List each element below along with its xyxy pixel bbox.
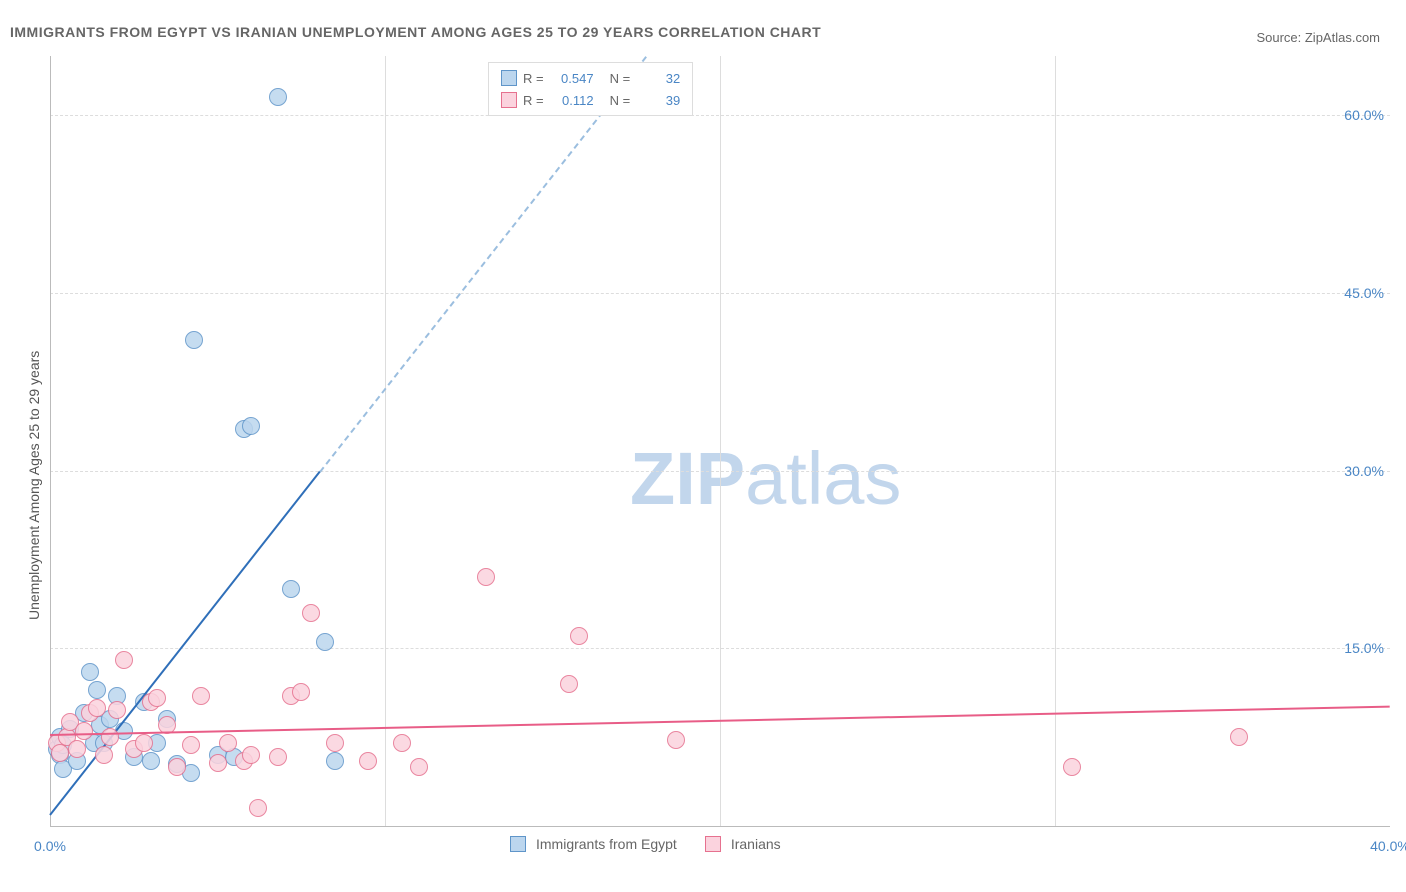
data-point-iran — [75, 722, 93, 740]
stats-row-iran: R = 0.112 N = 39 — [501, 89, 680, 111]
gridline-v — [720, 56, 721, 826]
data-point-egypt — [282, 580, 300, 598]
watermark-bold: ZIP — [630, 437, 745, 520]
y-axis-line — [50, 56, 51, 826]
data-point-iran — [570, 627, 588, 645]
data-point-iran — [667, 731, 685, 749]
swatch-egypt — [501, 70, 517, 86]
data-point-iran — [101, 728, 119, 746]
stats-N-label: N = — [610, 71, 631, 86]
data-point-iran — [242, 746, 260, 764]
stats-row-egypt: R = 0.547 N = 32 — [501, 67, 680, 89]
stats-R-value: 0.112 — [550, 93, 594, 108]
source-label: Source: ZipAtlas.com — [1256, 30, 1380, 45]
stats-legend: R = 0.547 N = 32 R = 0.112 N = 39 — [488, 62, 693, 116]
data-point-iran — [1230, 728, 1248, 746]
data-point-iran — [168, 758, 186, 776]
y-axis-label: Unemployment Among Ages 25 to 29 years — [26, 351, 42, 620]
data-point-egypt — [242, 417, 260, 435]
trend-line-dashed — [319, 56, 646, 472]
data-point-iran — [88, 699, 106, 717]
data-point-iran — [68, 740, 86, 758]
data-point-egypt — [88, 681, 106, 699]
data-point-iran — [560, 675, 578, 693]
data-point-iran — [182, 736, 200, 754]
legend-swatch-egypt — [510, 836, 526, 852]
data-point-iran — [115, 651, 133, 669]
y-tick-label: 45.0% — [1344, 285, 1384, 301]
stats-R-label: R = — [523, 93, 544, 108]
data-point-iran — [477, 568, 495, 586]
data-point-iran — [269, 748, 287, 766]
chart-title: IMMIGRANTS FROM EGYPT VS IRANIAN UNEMPLO… — [10, 24, 821, 40]
data-point-iran — [192, 687, 210, 705]
y-tick-label: 15.0% — [1344, 640, 1384, 656]
gridline-v — [385, 56, 386, 826]
data-point-iran — [292, 683, 310, 701]
x-tick-label: 40.0% — [1370, 838, 1406, 854]
legend-swatch-iran — [705, 836, 721, 852]
data-point-iran — [1063, 758, 1081, 776]
data-point-iran — [393, 734, 411, 752]
data-point-iran — [359, 752, 377, 770]
data-point-iran — [209, 754, 227, 772]
data-point-egypt — [81, 663, 99, 681]
data-point-iran — [108, 701, 126, 719]
data-point-egypt — [142, 752, 160, 770]
stats-R-label: R = — [523, 71, 544, 86]
gridline-v — [1055, 56, 1056, 826]
data-point-iran — [326, 734, 344, 752]
series-legend: Immigrants from Egypt Iranians — [510, 836, 799, 852]
data-point-egypt — [269, 88, 287, 106]
legend-label-egypt: Immigrants from Egypt — [536, 836, 677, 852]
y-tick-label: 30.0% — [1344, 463, 1384, 479]
data-point-egypt — [326, 752, 344, 770]
data-point-egypt — [316, 633, 334, 651]
data-point-iran — [135, 734, 153, 752]
data-point-iran — [148, 689, 166, 707]
swatch-iran — [501, 92, 517, 108]
x-axis-line — [50, 826, 1390, 827]
stats-N-value: 32 — [636, 71, 680, 86]
data-point-iran — [410, 758, 428, 776]
x-tick-label: 0.0% — [34, 838, 66, 854]
data-point-iran — [219, 734, 237, 752]
stats-R-value: 0.547 — [550, 71, 594, 86]
data-point-iran — [95, 746, 113, 764]
data-point-iran — [302, 604, 320, 622]
legend-label-iran: Iranians — [731, 836, 781, 852]
data-point-iran — [51, 744, 69, 762]
stats-N-value: 39 — [636, 93, 680, 108]
y-tick-label: 60.0% — [1344, 107, 1384, 123]
data-point-egypt — [185, 331, 203, 349]
watermark: ZIPatlas — [630, 436, 901, 521]
watermark-light: atlas — [745, 437, 901, 520]
stats-N-label: N = — [610, 93, 631, 108]
plot-area: ZIPatlas 15.0% 30.0% 45.0% 60.0% — [50, 56, 1390, 826]
data-point-iran — [249, 799, 267, 817]
